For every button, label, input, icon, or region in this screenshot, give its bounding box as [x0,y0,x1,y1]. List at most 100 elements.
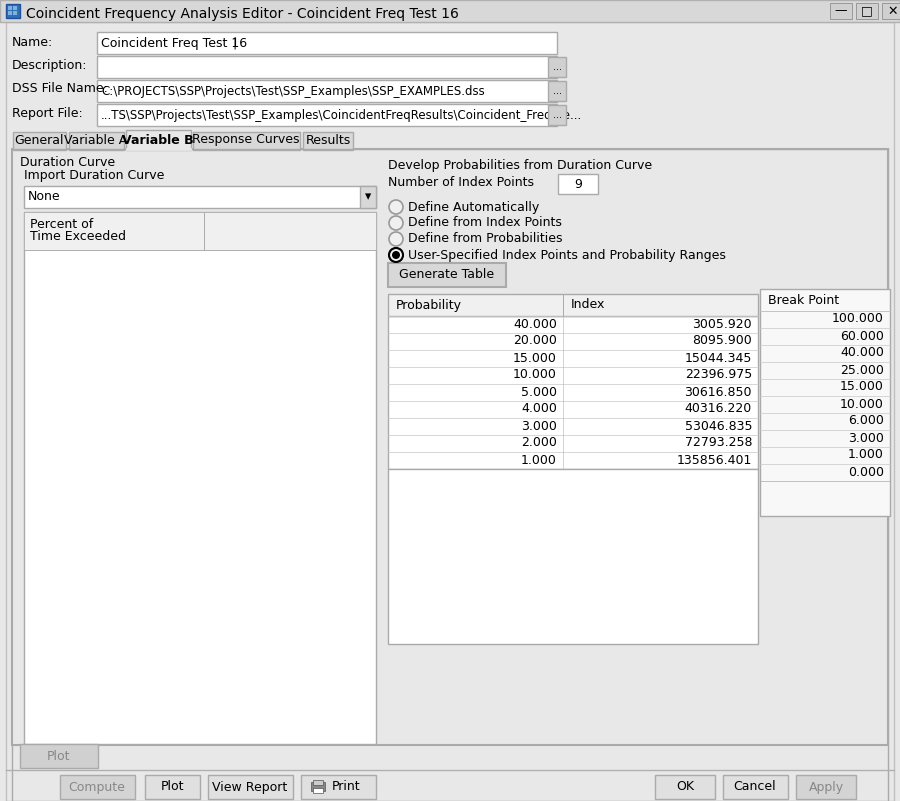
Bar [558,174,598,194]
Text: Report File:: Report File: [12,107,83,119]
Bar [0,0,900,22]
Text: 100.000: 100.000 [832,312,884,325]
Text: Percent of: Percent of [30,218,94,231]
Bar [388,263,506,287]
Text: Time Exceeded: Time Exceeded [30,231,126,244]
Bar [13,11,17,15]
Text: View Report: View Report [212,780,288,794]
Text: 22396.975: 22396.975 [685,368,752,381]
Text: Import Duration Curve: Import Duration Curve [24,170,165,183]
Text: C:\PROJECTS\SSP\Projects\Test\SSP_Examples\SSP_EXAMPLES.dss: C:\PROJECTS\SSP\Projects\Test\SSP_Exampl… [101,84,485,98]
Text: Response Curves: Response Curves [193,134,300,147]
Text: 3.000: 3.000 [848,432,884,445]
Bar [97,56,557,78]
Text: 6.000: 6.000 [848,414,884,428]
Bar [8,11,12,15]
Bar [97,32,557,54]
Text: Print: Print [332,780,360,794]
Bar [204,212,376,250]
Text: ...: ... [553,62,562,72]
Circle shape [392,251,400,259]
Bar [388,316,758,469]
Text: 15044.345: 15044.345 [685,352,752,364]
Text: 8095.900: 8095.900 [692,335,752,348]
Text: 10.000: 10.000 [840,397,884,410]
Text: Variable B: Variable B [122,134,194,147]
Text: Develop Probabilities from Duration Curve: Develop Probabilities from Duration Curv… [388,159,652,171]
Text: 4.000: 4.000 [521,402,557,416]
Bar [13,132,66,150]
Text: 5.000: 5.000 [521,385,557,399]
Bar [796,775,856,799]
Text: General: General [14,134,64,147]
Text: □: □ [861,5,873,18]
Text: Define from Probabilities: Define from Probabilities [408,232,562,245]
Text: 53046.835: 53046.835 [685,420,752,433]
Text: Description:: Description: [12,58,87,71]
Text: Coincident Freq Test 16: Coincident Freq Test 16 [101,37,248,50]
Text: DSS File Name:: DSS File Name: [12,83,108,95]
Text: 15.000: 15.000 [513,352,557,364]
Bar [208,775,293,799]
Bar [388,469,758,644]
Text: |: | [232,37,236,50]
Bar [24,186,376,208]
Circle shape [389,200,403,214]
Text: None: None [28,191,60,203]
Text: 72793.258: 72793.258 [685,437,752,449]
Bar [360,186,376,208]
Bar [313,780,323,785]
Text: Define from Index Points: Define from Index Points [408,216,562,230]
Text: 0.000: 0.000 [848,465,884,478]
Text: Index: Index [571,299,606,312]
Bar [856,3,878,19]
Text: 40316.220: 40316.220 [685,402,752,416]
Bar [12,149,888,745]
Text: Variable A: Variable A [65,134,128,147]
Bar [655,775,715,799]
Text: 40.000: 40.000 [513,317,557,331]
Text: 40.000: 40.000 [840,347,884,360]
Text: Name:: Name: [12,35,53,49]
Bar [830,3,852,19]
Bar [548,57,566,77]
Text: Plot: Plot [47,750,71,763]
Text: 25.000: 25.000 [840,364,884,376]
Bar [69,132,124,150]
Text: OK: OK [676,780,694,794]
Bar [126,130,191,150]
Bar [723,775,788,799]
Bar [20,744,98,768]
Bar [24,212,376,744]
Text: 30616.850: 30616.850 [685,385,752,399]
Bar [311,782,325,791]
Bar [13,6,17,10]
Bar [760,289,890,516]
Text: 9: 9 [574,178,582,191]
Bar [8,6,12,10]
Text: Cancel: Cancel [734,780,777,794]
Text: Break Point: Break Point [768,293,839,307]
Bar [6,4,20,18]
Text: ✕: ✕ [887,5,898,18]
Text: 15.000: 15.000 [840,380,884,393]
Bar [12,149,888,801]
Circle shape [389,216,403,230]
Text: 3.000: 3.000 [521,420,557,433]
Text: 10.000: 10.000 [513,368,557,381]
Text: ...: ... [553,86,562,96]
Text: 2.000: 2.000 [521,437,557,449]
Text: Results: Results [305,134,351,147]
Bar [388,294,758,316]
Bar [193,132,300,150]
Bar [24,212,204,250]
Text: ...: ... [553,110,562,120]
Text: Coincident Frequency Analysis Editor - Coincident Freq Test 16: Coincident Frequency Analysis Editor - C… [26,7,459,21]
Bar [313,788,323,793]
Text: Number of Index Points: Number of Index Points [388,176,534,190]
Text: 20.000: 20.000 [513,335,557,348]
Bar [145,775,200,799]
Bar [301,775,376,799]
Bar [303,132,353,150]
Bar [548,81,566,101]
